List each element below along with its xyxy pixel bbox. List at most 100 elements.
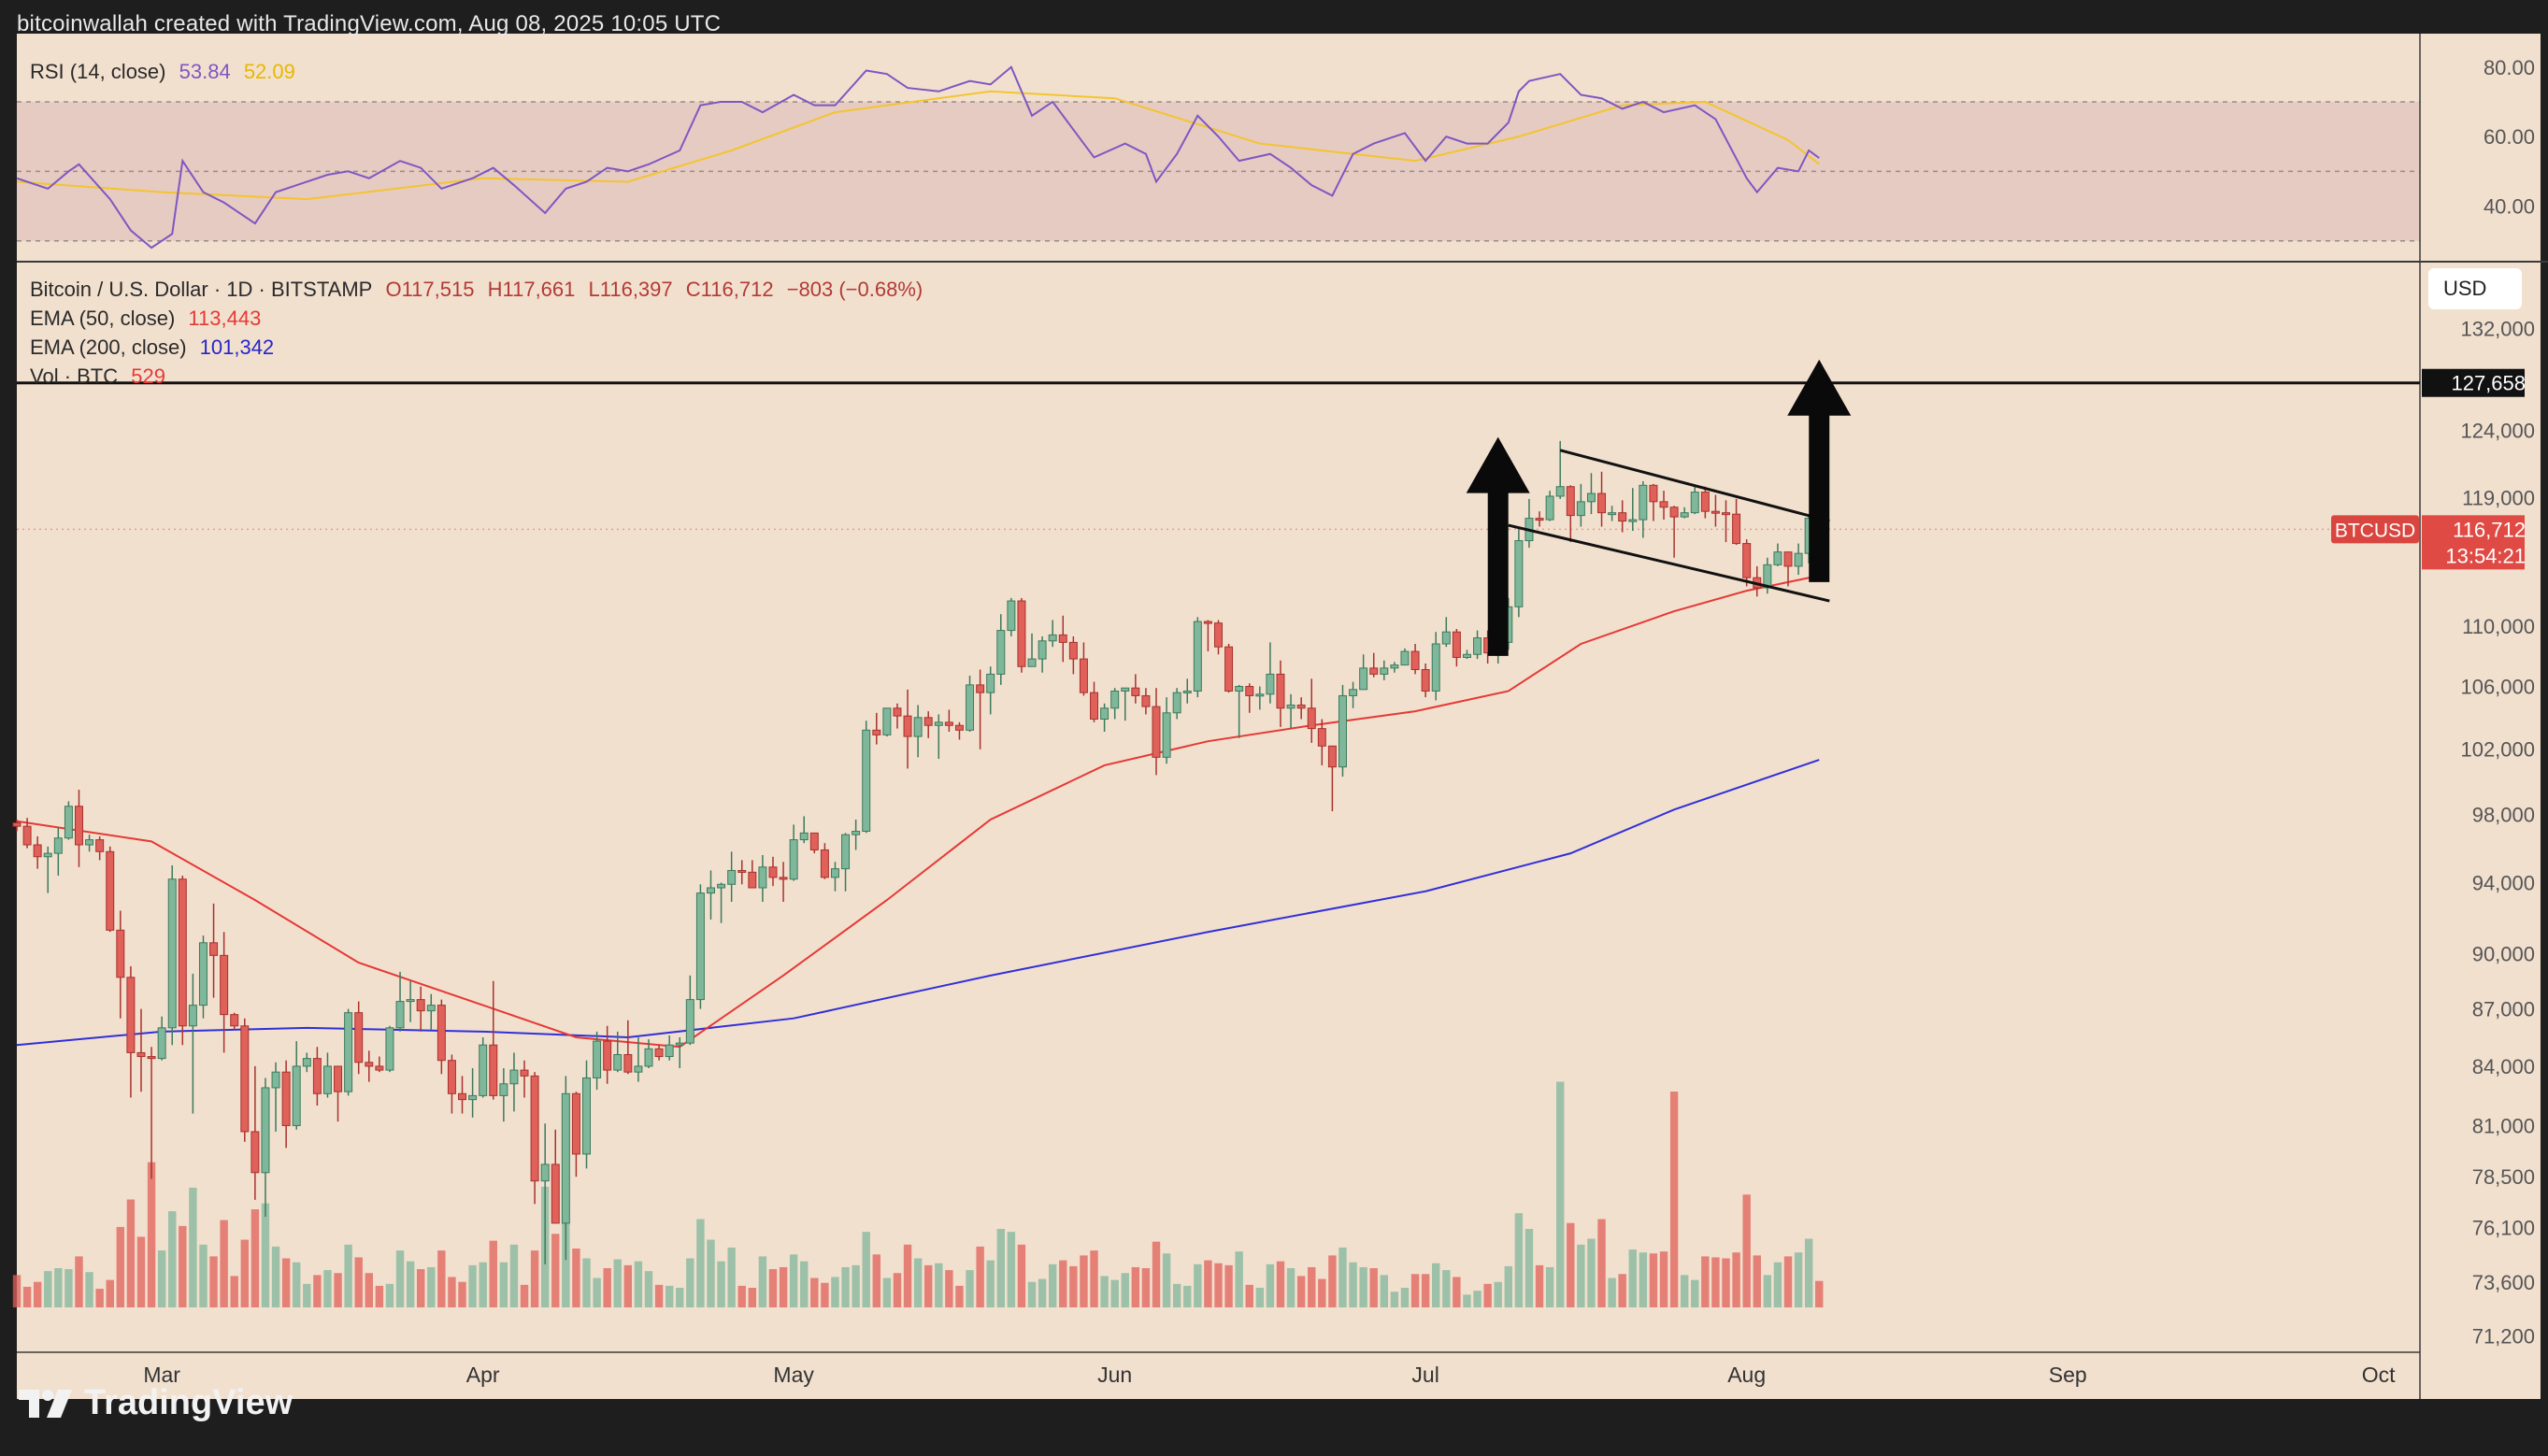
volume-bar [696,1219,705,1307]
candle-body [923,717,933,726]
candle-body [737,869,747,873]
candle-body [809,832,819,850]
candle-body [406,999,415,1003]
volume-bar [551,1234,560,1307]
candle-body [1214,622,1223,648]
candle-body [1245,686,1254,696]
volume-bar [1463,1294,1471,1307]
tradingview-logo[interactable]: TradingView [19,1383,293,1423]
volume-bar [406,1261,415,1307]
candle-body [966,684,975,731]
symbol-title[interactable]: Bitcoin / U.S. Dollar · 1D · BITSTAMP [30,278,373,301]
candle-body [1286,704,1295,709]
candle-body [1597,492,1607,514]
volume-bar [1691,1279,1699,1307]
candle-body [1017,600,1026,667]
breakout-arrow [1787,359,1852,582]
volume-bar [1017,1244,1026,1307]
ohlc-open: O117,515 [385,278,475,301]
ema200-label[interactable]: EMA (200, close) [30,335,187,359]
volume-bar [33,1281,42,1307]
candle-body [976,684,985,693]
candle-body [893,707,902,717]
volume-bar [1659,1251,1668,1307]
candle-body [779,877,788,880]
volume-bar [499,1262,508,1307]
volume-bar [520,1284,529,1307]
volume-bar [157,1250,166,1307]
volume-bar [935,1263,943,1307]
volume-bar [903,1244,912,1307]
candle-body [167,878,177,1029]
candle-body [1628,519,1638,522]
channel-upper-line [1559,449,1830,523]
price-tick-label: 84,000 [2472,1055,2535,1078]
candle-body [1235,686,1244,692]
volume-bar [334,1273,342,1307]
rsi-legend: RSI (14, close) 53.84 52.09 [30,60,303,84]
price-tick-label: 71,200 [2472,1325,2535,1349]
last-price-label: 116,712 [2453,518,2526,541]
rsi-tick-label: 80.00 [2484,56,2535,79]
volume-bar [168,1211,177,1307]
candle-body [623,1053,633,1073]
volume-bar [1338,1247,1347,1307]
volume-bar [199,1244,208,1307]
candle-body [312,1058,322,1094]
candle-body [520,1069,529,1077]
volume-bar [1545,1266,1554,1307]
candle-body [261,1087,270,1174]
candle-body [748,871,757,889]
volume-bar [1183,1285,1192,1307]
resistance-tag [2422,368,2525,397]
rsi-value: 53.84 [179,60,231,83]
volume-bar [85,1272,93,1307]
symbol-tag-label: BTCUSD [2335,520,2415,541]
candle-body [292,1065,301,1126]
candle-body [1669,507,1679,518]
volume-bar [1235,1251,1243,1307]
volume-bar [427,1266,436,1307]
volume-bar [1318,1278,1326,1307]
volume-bar [1577,1244,1585,1307]
ema50-line [16,575,1820,1049]
candle-body [1162,712,1171,758]
time-tick-label: Sep [2049,1363,2087,1387]
volume-label[interactable]: Vol · BTC [30,364,119,388]
candle-body [33,844,42,858]
candle-body [1307,707,1316,730]
candle-body [582,1077,591,1155]
volume-bar [95,1289,104,1307]
volume-bar [634,1261,643,1307]
volume-bar [1804,1238,1813,1307]
volume-bar [448,1277,456,1307]
volume-bar [644,1271,653,1307]
candle-body [1369,667,1379,675]
candle-body [85,839,94,846]
volume-bar [323,1270,332,1307]
volume-bar [1608,1278,1616,1307]
volume-value: 529 [131,364,165,388]
volume-bar [986,1260,995,1307]
currency-button[interactable]: USD [2428,268,2522,309]
candle-body [1586,492,1596,503]
volume-bar [1266,1263,1275,1307]
candle-body [1058,634,1067,643]
candle-body [1203,621,1212,624]
volume-bar [1110,1279,1119,1307]
candle-body [1732,513,1741,545]
candle-body [841,834,851,870]
volume-bar [1255,1288,1265,1307]
candle-body [768,866,778,878]
resistance-tag-label: 127,658 [2451,372,2526,395]
candle-body [1100,707,1109,720]
candle-body [1110,690,1120,709]
volume-bar [1162,1253,1171,1307]
candle-body [1783,551,1793,567]
ema50-label[interactable]: EMA (50, close) [30,307,176,330]
candle-body [1068,641,1078,660]
candle-body [561,1092,570,1224]
volume-bar [1308,1266,1316,1307]
